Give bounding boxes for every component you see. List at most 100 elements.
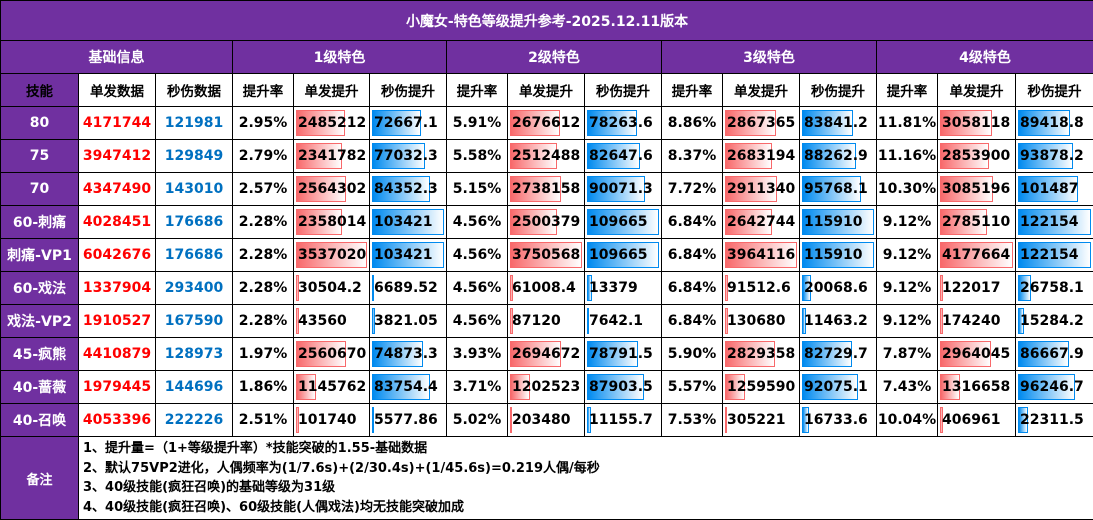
rate-cell: 9.12%: [877, 239, 938, 272]
group-header-basic: 基础信息: [1, 41, 233, 74]
rate-cell: 3.71%: [447, 371, 508, 404]
value-text: 7642.1: [585, 313, 643, 329]
skill-cell: 60-戏法: [1, 272, 79, 305]
single-up-cell: 3750568: [508, 239, 585, 272]
value-text: 109665: [585, 214, 647, 230]
table-title: 小魔女-特色等级提升参考-2025.12.11版本: [1, 1, 1093, 41]
rate-cell: 2.28%: [233, 206, 294, 239]
single-up-cell: 2738158: [508, 173, 585, 206]
rate-cell: 5.91%: [447, 107, 508, 140]
dps-data-cell: 128973: [156, 338, 233, 371]
value-text: 3058118: [938, 115, 1010, 131]
value-text: 406961: [938, 412, 1000, 428]
header-dps-up: 秒伤提升: [370, 74, 447, 107]
dps-up-cell: 72667.1: [370, 107, 447, 140]
value-text: 22311.5: [1016, 412, 1084, 428]
single-up-cell: 101740: [294, 404, 370, 437]
value-text: 2358014: [294, 214, 366, 230]
header-single-up: 单发提升: [723, 74, 800, 107]
rate-cell: 4.56%: [447, 272, 508, 305]
rate-cell: 6.84%: [662, 305, 723, 338]
value-text: 11155.7: [585, 412, 653, 428]
single-up-cell: 2676612: [508, 107, 585, 140]
dps-up-cell: 115910: [800, 206, 877, 239]
dps-up-cell: 88262.9: [800, 140, 877, 173]
rate-cell: 5.90%: [662, 338, 723, 371]
value-text: 122017: [938, 280, 1000, 296]
rate-cell: 4.56%: [447, 206, 508, 239]
single-up-cell: 1202523: [508, 371, 585, 404]
dps-up-cell: 115910: [800, 239, 877, 272]
dps-up-cell: 77032.3: [370, 140, 447, 173]
rate-cell: 4.56%: [447, 305, 508, 338]
single-up-cell: 122017: [938, 272, 1016, 305]
value-text: 2829358: [723, 346, 795, 362]
rate-cell: 7.87%: [877, 338, 938, 371]
single-up-cell: 3537020: [294, 239, 370, 272]
rate-cell: 1.86%: [233, 371, 294, 404]
single-up-cell: 2512488: [508, 140, 585, 173]
value-text: 3537020: [294, 247, 366, 263]
value-text: 16733.6: [800, 412, 868, 428]
note-line: 3、40级技能(疯狂召唤)的基础等级为31级: [83, 478, 1089, 498]
value-text: 2485212: [294, 115, 366, 131]
header-single-up: 单发提升: [294, 74, 370, 107]
value-text: 103421: [370, 247, 432, 263]
value-text: 89418.8: [1016, 115, 1084, 131]
dps-data-cell: 167590: [156, 305, 233, 338]
single-up-cell: 2867365: [723, 107, 800, 140]
value-text: 1259590: [723, 379, 795, 395]
value-text: 2785110: [938, 214, 1010, 230]
value-text: 26758.1: [1016, 280, 1084, 296]
value-text: 2694672: [508, 346, 580, 362]
value-text: 43560: [294, 313, 347, 329]
rate-cell: 8.37%: [662, 140, 723, 173]
value-text: 6689.52: [370, 280, 438, 296]
single-data-cell: 1910527: [79, 305, 156, 338]
dps-up-cell: 84352.3: [370, 173, 447, 206]
single-data-cell: 1337904: [79, 272, 156, 305]
dps-up-cell: 26758.1: [1016, 272, 1093, 305]
single-up-cell: 2694672: [508, 338, 585, 371]
value-text: 87120: [508, 313, 561, 329]
skill-cell: 80: [1, 107, 79, 140]
single-up-cell: 1316658: [938, 371, 1016, 404]
single-up-cell: 203480: [508, 404, 585, 437]
value-text: 2964045: [938, 346, 1010, 362]
value-text: 203480: [508, 412, 570, 428]
value-text: 5577.86: [370, 412, 438, 428]
rate-cell: 7.53%: [662, 404, 723, 437]
rate-cell: 6.84%: [662, 206, 723, 239]
single-data-cell: 1979445: [79, 371, 156, 404]
dps-up-cell: 15284.2: [1016, 305, 1093, 338]
dps-up-cell: 83754.4: [370, 371, 447, 404]
value-text: 174240: [938, 313, 1000, 329]
single-up-cell: 87120: [508, 305, 585, 338]
rate-cell: 7.72%: [662, 173, 723, 206]
single-up-cell: 2358014: [294, 206, 370, 239]
note-line: 2、默认75VP2进化，人偶频率为(1/7.6s)+(2/30.4s)+(1/4…: [83, 459, 1089, 479]
rate-cell: 3.93%: [447, 338, 508, 371]
dps-up-cell: 87903.5: [585, 371, 662, 404]
single-data-cell: 6042676: [79, 239, 156, 272]
rate-cell: 2.28%: [233, 239, 294, 272]
header-rate: 提升率: [447, 74, 508, 107]
rate-cell: 2.28%: [233, 305, 294, 338]
dps-data-cell: 222226: [156, 404, 233, 437]
single-data-cell: 4410879: [79, 338, 156, 371]
group-header-level2: 2级特色: [447, 41, 662, 74]
header-rate: 提升率: [877, 74, 938, 107]
rate-cell: 11.16%: [877, 140, 938, 173]
single-up-cell: 3085196: [938, 173, 1016, 206]
dps-up-cell: 3821.05: [370, 305, 447, 338]
value-text: 2560670: [294, 346, 366, 362]
single-up-cell: 2911340: [723, 173, 800, 206]
header-single-up: 单发提升: [508, 74, 585, 107]
value-text: 78791.5: [585, 346, 653, 362]
value-text: 15284.2: [1016, 313, 1084, 329]
single-up-cell: 61008.4: [508, 272, 585, 305]
